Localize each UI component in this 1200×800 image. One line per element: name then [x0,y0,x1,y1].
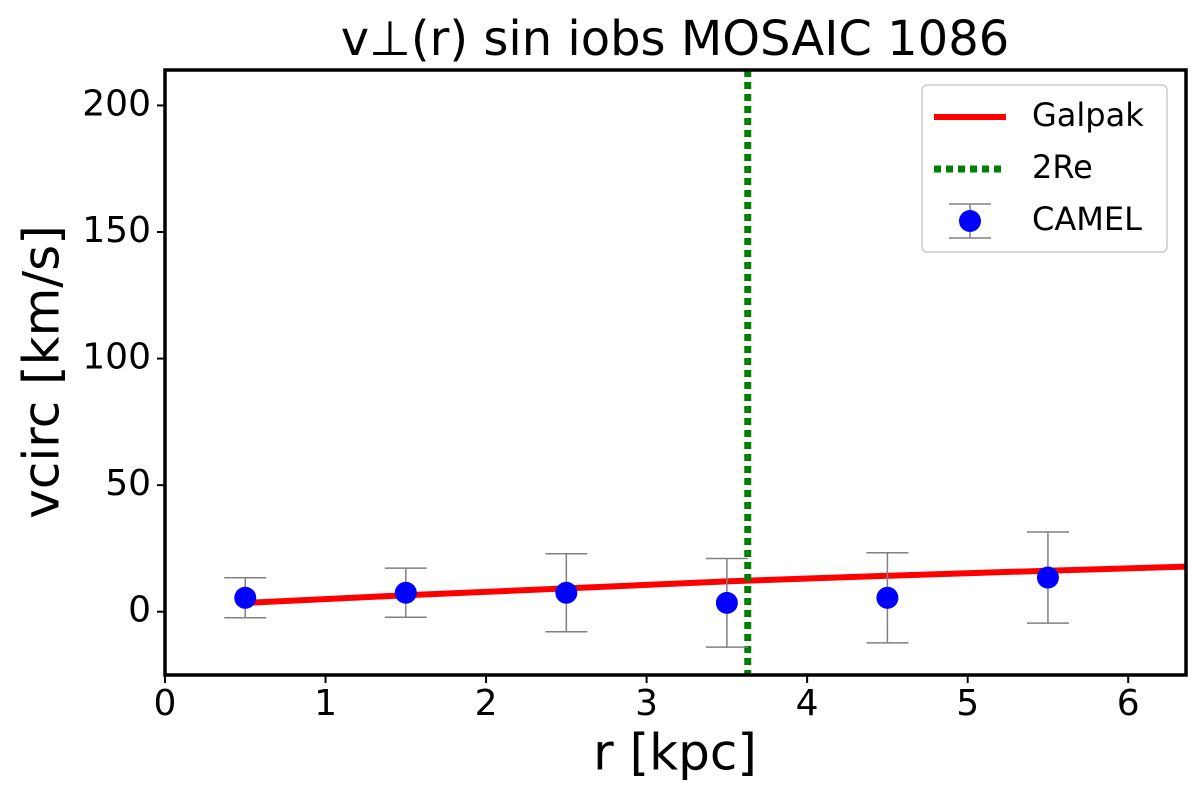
legend-label: CAMEL [1032,200,1142,238]
y-tick-label: 0 [128,590,151,631]
x-axis-label: r [kpc] [593,724,757,782]
legend-swatch [959,210,981,232]
x-tick-label: 1 [314,683,337,724]
plot-frame [163,68,1188,677]
data-point [555,581,578,604]
legend-box [921,84,1168,253]
x-tick-label: 4 [796,683,819,724]
y-tick-label: 50 [105,463,151,504]
y-tick-label: 200 [82,83,151,124]
data-point [1036,566,1059,589]
data-point [394,581,417,604]
y-axis-label: vcirc [km/s] [13,225,71,518]
chart-title: v⊥(r) sin iobs MOSAIC 1086 [341,11,1010,67]
legend-label: Galpak [1032,96,1144,134]
x-tick-label: 3 [635,683,658,724]
legend-label: 2Re [1032,148,1093,186]
x-tick-label: 5 [956,683,979,724]
x-tick-label: 2 [475,683,498,724]
x-tick-label: 6 [1117,683,1140,724]
plot-area [224,70,1186,675]
data-point [234,586,257,609]
x-tick-label: 0 [154,683,177,724]
y-tick-label: 100 [82,337,151,378]
data-point [876,586,899,609]
y-tick-label: 150 [82,210,151,251]
data-point [715,591,738,614]
